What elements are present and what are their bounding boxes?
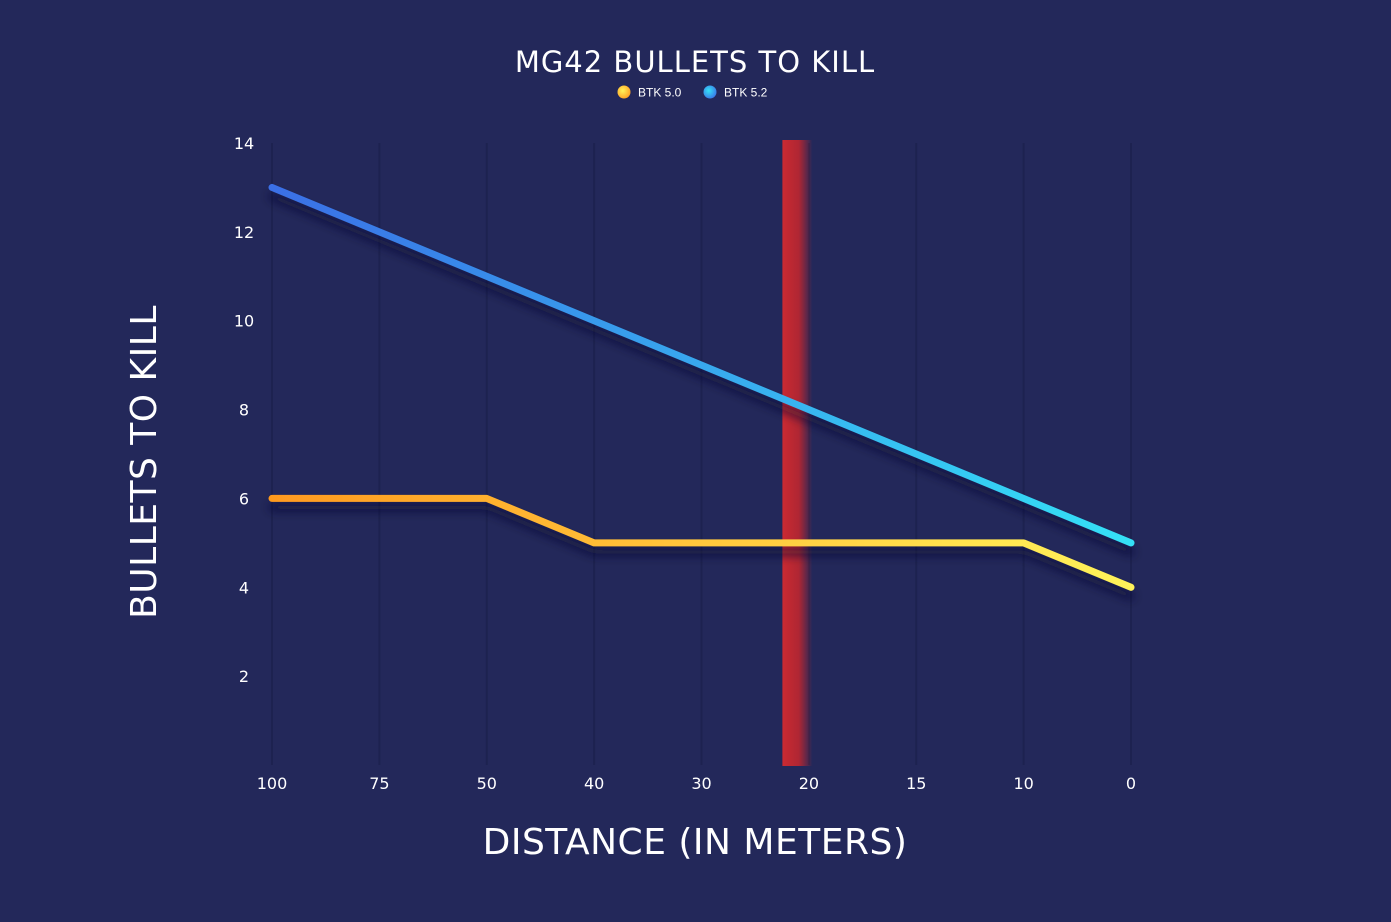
series-line-btk50 [268,494,1135,591]
x-tick-label-100: 100 [257,774,288,793]
y-tick-label-2: 2 [239,667,249,686]
legend-label-btk50: BTK 5.0 [638,86,682,100]
y-tick-label-10: 10 [234,312,254,331]
vertical-gridlines [271,143,1132,765]
highlight-band [782,140,813,766]
series-line-btk52 [268,183,1135,547]
y-axis-ticks: 2 4 6 8 10 12 14 [234,134,254,686]
series-lines [268,183,1135,591]
y-tick-label-14: 14 [234,134,254,153]
x-tick-label-75: 75 [369,774,389,793]
y-tick-label-12: 12 [234,223,254,242]
y-tick-label-4: 4 [239,578,249,597]
x-tick-label-20: 20 [799,774,819,793]
y-tick-label-8: 8 [239,401,249,420]
x-tick-label-0: 0 [1126,774,1136,793]
legend-swatch-btk52 [703,85,717,99]
x-tick-label-10: 10 [1013,774,1033,793]
x-tick-label-40: 40 [584,774,604,793]
x-tick-label-30: 30 [691,774,711,793]
x-tick-label-50: 50 [477,774,497,793]
y-axis-title: BULLETS TO KILL [124,305,165,619]
y-tick-label-6: 6 [239,489,249,508]
highlight-distance-band [782,140,813,766]
chart-title: MG42 BULLETS TO KILL [515,45,875,79]
legend: BTK 5.0 BTK 5.2 [617,85,768,100]
legend-label-btk52: BTK 5.2 [724,86,768,100]
x-axis-title: DISTANCE (IN METERS) [483,822,908,863]
x-tick-label-15: 15 [906,774,926,793]
legend-swatch-btk50 [617,85,631,99]
x-axis-ticks: 100 75 50 40 30 20 15 10 0 [257,774,1136,793]
